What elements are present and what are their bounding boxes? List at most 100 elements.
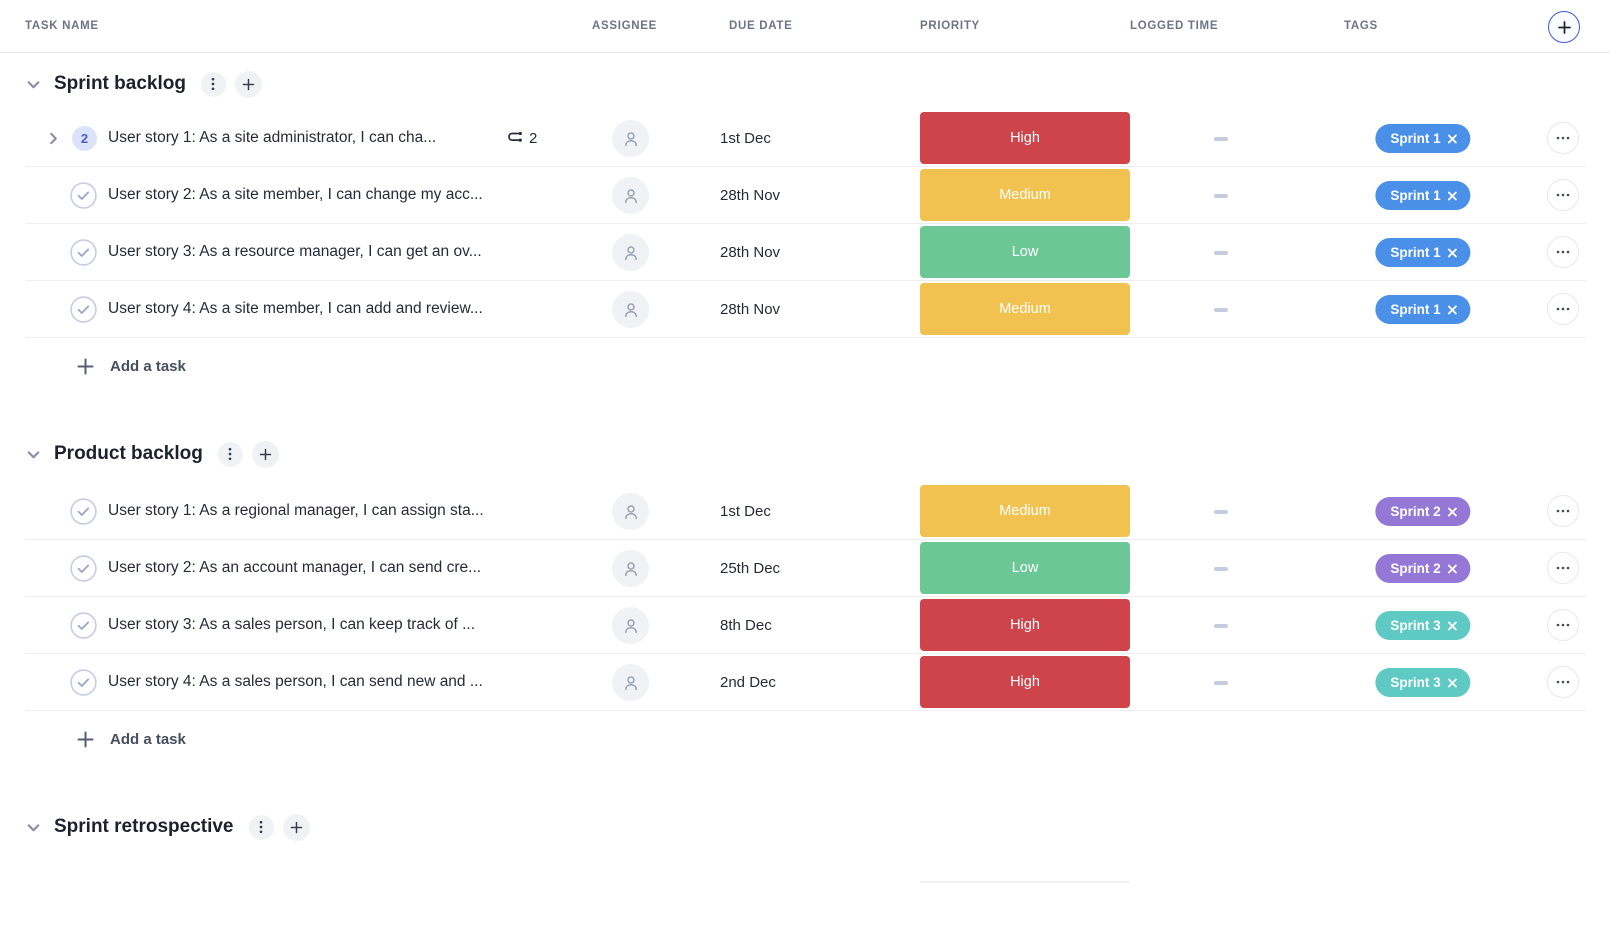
plus-icon [77, 731, 94, 748]
check-circle-icon[interactable] [70, 498, 97, 525]
priority-badge[interactable]: High [920, 656, 1130, 708]
table-row[interactable]: User story 4: As a sales person, I can s… [0, 654, 1610, 711]
task-title[interactable]: User story 2: As an account manager, I c… [108, 559, 482, 576]
table-row[interactable]: User story 2: As an account manager, I c… [0, 540, 1610, 597]
task-title[interactable]: User story 4: As a site member, I can ad… [108, 300, 483, 317]
column-logged-time: LOGGED TIME [1130, 20, 1219, 32]
due-date[interactable]: 2nd Dec [720, 673, 776, 691]
expand-chevron-icon[interactable] [46, 131, 62, 147]
check-circle-icon[interactable] [70, 239, 97, 266]
tag-remove-icon[interactable] [1448, 134, 1458, 144]
due-date[interactable]: 28th Nov [720, 186, 781, 204]
priority-badge[interactable]: Medium [920, 283, 1130, 335]
tag-label: Sprint 2 [1390, 504, 1441, 519]
due-date[interactable]: 28th Nov [720, 300, 781, 318]
check-circle-icon[interactable] [70, 555, 97, 582]
add-column-button[interactable] [1548, 11, 1580, 43]
tag-pill[interactable]: Sprint 1 [1375, 295, 1471, 324]
due-date[interactable]: 28th Nov [720, 243, 781, 261]
tag-remove-icon[interactable] [1448, 507, 1458, 517]
row-menu-button[interactable] [1547, 495, 1579, 527]
due-date[interactable]: 1st Dec [720, 502, 771, 520]
section-add-button[interactable] [282, 813, 310, 841]
person-icon [622, 301, 640, 319]
ellipsis-icon [1556, 136, 1570, 140]
table-row[interactable]: User story 1: As a regional manager, I c… [0, 483, 1610, 540]
assignee-avatar[interactable] [612, 120, 649, 157]
row-menu-button[interactable] [1547, 236, 1579, 268]
tag-label: Sprint 2 [1390, 561, 1441, 576]
person-icon [622, 187, 640, 205]
priority-badge[interactable]: High [920, 112, 1130, 164]
table-row[interactable]: User story 3: As a sales person, I can k… [0, 597, 1610, 654]
chevron-down-icon[interactable] [25, 445, 43, 463]
logged-time-dash [1214, 681, 1228, 685]
check-circle-icon[interactable] [70, 296, 97, 323]
priority-badge[interactable]: High [920, 599, 1130, 651]
section-title: Sprint backlog [54, 73, 186, 94]
chevron-down-icon[interactable] [25, 818, 43, 836]
tag-remove-icon[interactable] [1448, 621, 1458, 631]
task-title[interactable]: User story 3: As a resource manager, I c… [108, 243, 482, 260]
table-row[interactable]: 2 User story 1: As a site administrator,… [0, 110, 1610, 167]
priority-badge[interactable]: Low [920, 542, 1130, 594]
check-circle-icon[interactable] [70, 612, 97, 639]
tag-pill[interactable]: Sprint 2 [1375, 554, 1471, 583]
column-due-date: DUE DATE [729, 20, 793, 32]
tag-remove-icon[interactable] [1448, 564, 1458, 574]
tag-pill[interactable]: Sprint 1 [1375, 181, 1471, 210]
row-menu-button[interactable] [1547, 609, 1579, 641]
table-row[interactable]: User story 3: As a resource manager, I c… [0, 224, 1610, 281]
tag-remove-icon[interactable] [1448, 305, 1458, 315]
assignee-avatar[interactable] [612, 493, 649, 530]
assignee-avatar[interactable] [612, 234, 649, 271]
tag-pill[interactable]: Sprint 3 [1375, 611, 1471, 640]
task-title[interactable]: User story 1: As a site administrator, I… [108, 129, 437, 146]
task-title[interactable]: User story 1: As a regional manager, I c… [108, 502, 484, 519]
row-menu-button[interactable] [1547, 666, 1579, 698]
plus-icon [259, 448, 272, 461]
check-circle-icon[interactable] [70, 669, 97, 696]
assignee-avatar[interactable] [612, 550, 649, 587]
task-title[interactable]: User story 3: As a sales person, I can k… [108, 616, 475, 633]
task-title[interactable]: User story 2: As a site member, I can ch… [108, 186, 483, 203]
tag-pill[interactable]: Sprint 2 [1375, 497, 1471, 526]
add-task-button[interactable]: Add a task [0, 338, 1610, 395]
subtasks-icon [505, 130, 524, 146]
ellipsis-icon [1556, 307, 1570, 311]
tag-pill[interactable]: Sprint 1 [1375, 238, 1471, 267]
assignee-avatar[interactable] [612, 177, 649, 214]
table-row[interactable]: User story 4: As a site member, I can ad… [0, 281, 1610, 338]
logged-time-dash [1214, 308, 1228, 312]
tag-remove-icon[interactable] [1448, 191, 1458, 201]
row-menu-button[interactable] [1547, 552, 1579, 584]
tag-pill[interactable]: Sprint 3 [1375, 668, 1471, 697]
assignee-avatar[interactable] [612, 664, 649, 701]
row-menu-button[interactable] [1547, 293, 1579, 325]
section-add-button[interactable] [251, 440, 279, 468]
priority-badge[interactable]: Medium [920, 485, 1130, 537]
section-menu-button[interactable] [248, 814, 274, 840]
due-date[interactable]: 25th Dec [720, 559, 781, 577]
plus-icon [77, 358, 94, 375]
task-title[interactable]: User story 4: As a sales person, I can s… [108, 673, 483, 690]
kebab-icon [211, 77, 215, 91]
section-menu-button[interactable] [217, 441, 243, 467]
chevron-down-icon[interactable] [25, 75, 43, 93]
priority-badge[interactable]: Low [920, 226, 1130, 278]
check-circle-icon[interactable] [70, 182, 97, 209]
add-task-button[interactable]: Add a task [0, 711, 1610, 768]
tag-remove-icon[interactable] [1448, 248, 1458, 258]
row-menu-button[interactable] [1547, 122, 1579, 154]
tag-pill[interactable]: Sprint 1 [1375, 124, 1471, 153]
assignee-avatar[interactable] [612, 607, 649, 644]
section-menu-button[interactable] [200, 71, 226, 97]
table-row[interactable]: User story 2: As a site member, I can ch… [0, 167, 1610, 224]
due-date[interactable]: 1st Dec [720, 129, 771, 147]
priority-badge[interactable]: Medium [920, 169, 1130, 221]
section-add-button[interactable] [234, 70, 262, 98]
row-menu-button[interactable] [1547, 179, 1579, 211]
due-date[interactable]: 8th Dec [720, 616, 772, 634]
assignee-avatar[interactable] [612, 291, 649, 328]
tag-remove-icon[interactable] [1448, 678, 1458, 688]
